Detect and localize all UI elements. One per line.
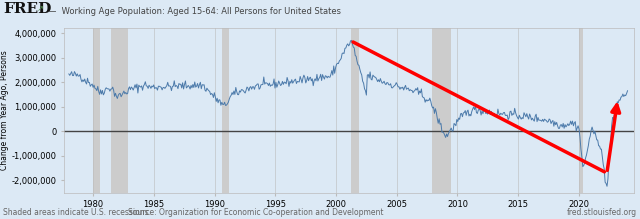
Y-axis label: Change from Year Ago, Persons: Change from Year Ago, Persons (0, 51, 8, 170)
Bar (432, 28, 451, 193)
Bar (93, 28, 100, 193)
Bar (111, 28, 129, 193)
Text: fred.stlouisfed.org: fred.stlouisfed.org (566, 208, 637, 217)
Text: ↗: ↗ (37, 4, 44, 13)
Text: Source: Organization for Economic Co-operation and Development: Source: Organization for Economic Co-ope… (128, 208, 384, 217)
Text: FRED: FRED (3, 2, 52, 16)
Bar (579, 28, 583, 193)
Bar (351, 28, 359, 193)
Bar (222, 28, 229, 193)
Text: Shaded areas indicate U.S. recessions.: Shaded areas indicate U.S. recessions. (3, 208, 151, 217)
Text: —  Working Age Population: Aged 15-64: All Persons for United States: — Working Age Population: Aged 15-64: Al… (48, 7, 341, 16)
